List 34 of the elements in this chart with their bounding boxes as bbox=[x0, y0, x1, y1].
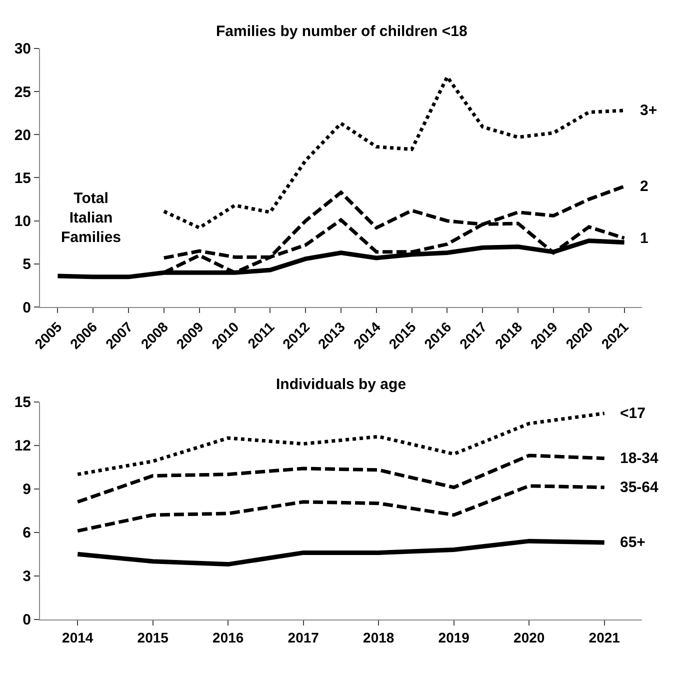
x-tick-label: 2014 bbox=[62, 629, 94, 646]
y-tick-label: 0 bbox=[22, 612, 31, 629]
y-tick-label: 15 bbox=[14, 394, 31, 412]
x-tick-label: 2021 bbox=[588, 629, 620, 646]
x-tick-label: 2016 bbox=[212, 629, 244, 646]
chart-title: Families by number of children <18 bbox=[216, 23, 468, 40]
line-series bbox=[76, 484, 606, 533]
x-tick-label: 2020 bbox=[514, 629, 545, 646]
y-tick-label: 9 bbox=[22, 481, 31, 498]
y-tick-label: 12 bbox=[14, 438, 31, 455]
series-label: <17 bbox=[620, 405, 646, 422]
chart-title: Individuals by age bbox=[276, 376, 406, 393]
line-series bbox=[76, 454, 606, 504]
x-tick-label: 2015 bbox=[137, 629, 169, 646]
series-label: 3+ bbox=[640, 102, 658, 119]
series-label: 35-64 bbox=[620, 479, 660, 496]
y-tick-label: 5 bbox=[22, 256, 31, 274]
series-label: 65+ bbox=[620, 534, 646, 551]
y-tick-label: 15 bbox=[14, 170, 31, 187]
y-tick-label: 0 bbox=[22, 299, 31, 316]
series-label: 18-34 bbox=[620, 450, 660, 467]
x-tick-label: 2018 bbox=[363, 629, 394, 646]
y-tick-label: 30 bbox=[14, 40, 31, 58]
line-series bbox=[76, 412, 606, 476]
y-tick-label: 10 bbox=[14, 213, 31, 230]
y-tick-label: 20 bbox=[14, 126, 31, 144]
y-tick-label: 25 bbox=[14, 84, 31, 101]
y-tick-label: 3 bbox=[22, 568, 31, 586]
x-tick-label: 2019 bbox=[438, 629, 470, 646]
y-tick-label: 6 bbox=[22, 524, 31, 542]
series-label: 1 bbox=[640, 230, 648, 247]
x-tick-label: 2017 bbox=[288, 629, 320, 646]
series-label: 2 bbox=[640, 178, 648, 195]
annotation: Total Italian Families bbox=[61, 190, 122, 246]
